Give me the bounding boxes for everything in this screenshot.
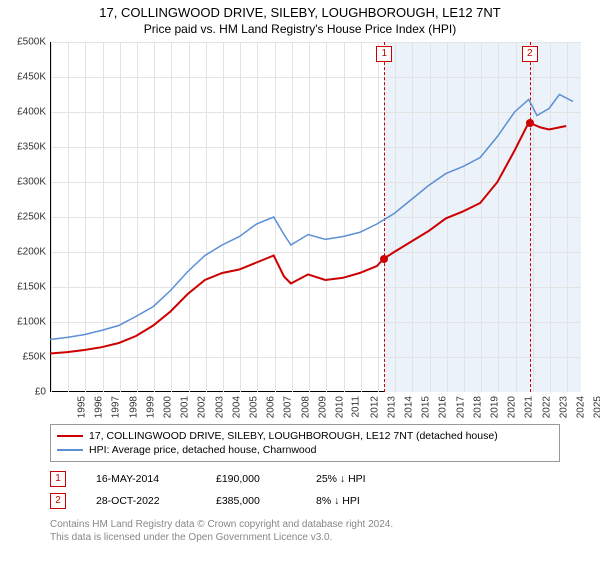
xtick-label: 1998 [128, 396, 139, 418]
event-price: £385,000 [216, 495, 286, 507]
xtick-label: 1996 [93, 396, 104, 418]
chart-lines [50, 42, 580, 392]
event-table: 1 16-MAY-2014 £190,000 25% ↓ HPI 2 28-OCT-202… [50, 468, 600, 512]
ytick-label: £100K [17, 317, 46, 328]
ytick-label: £350K [17, 142, 46, 153]
event-delta: 8% ↓ HPI [316, 495, 396, 507]
ytick-label: £500K [17, 37, 46, 48]
xtick-label: 2001 [179, 396, 190, 418]
xtick-label: 2022 [541, 396, 552, 418]
footer-line: Contains HM Land Registry data © Crown c… [50, 518, 600, 531]
xtick-label: 2010 [334, 396, 345, 418]
legend-swatch [57, 435, 83, 437]
legend-swatch [57, 449, 83, 451]
legend-label: HPI: Average price, detached house, Char… [89, 444, 316, 456]
ytick-label: £400K [17, 107, 46, 118]
xtick-label: 1997 [111, 396, 122, 418]
event-row: 2 28-OCT-2022 £385,000 8% ↓ HPI [50, 490, 600, 512]
event-delta: 25% ↓ HPI [316, 473, 396, 485]
ytick-label: £450K [17, 72, 46, 83]
ytick-label: £300K [17, 177, 46, 188]
chart-subtitle: Price paid vs. HM Land Registry's House … [0, 22, 600, 36]
chart: 12 £0£50K£100K£150K£200K£250K£300K£350K£… [50, 42, 580, 392]
xtick-label: 2012 [369, 396, 380, 418]
xtick-label: 2016 [438, 396, 449, 418]
xtick-label: 2023 [558, 396, 569, 418]
xtick-label: 2002 [197, 396, 208, 418]
event-row: 1 16-MAY-2014 £190,000 25% ↓ HPI [50, 468, 600, 490]
series-hpi [50, 95, 573, 340]
xtick-label: 2004 [231, 396, 242, 418]
xtick-label: 2018 [472, 396, 483, 418]
ytick-label: £150K [17, 282, 46, 293]
ytick-label: £200K [17, 247, 46, 258]
legend-label: 17, COLLINGWOOD DRIVE, SILEBY, LOUGHBORO… [89, 430, 498, 442]
xtick-label: 2024 [575, 396, 586, 418]
legend-row: HPI: Average price, detached house, Char… [57, 443, 553, 457]
ytick-label: £250K [17, 212, 46, 223]
xtick-label: 2020 [506, 396, 517, 418]
xtick-label: 2014 [403, 396, 414, 418]
ytick-label: £0 [35, 387, 46, 398]
event-price: £190,000 [216, 473, 286, 485]
xtick-label: 2017 [455, 396, 466, 418]
xtick-label: 2006 [266, 396, 277, 418]
xtick-label: 1999 [145, 396, 156, 418]
ytick-label: £50K [23, 352, 46, 363]
event-number: 2 [50, 493, 66, 509]
xtick-label: 2000 [162, 396, 173, 418]
xtick-label: 1995 [76, 396, 87, 418]
footer-line: This data is licensed under the Open Gov… [50, 531, 600, 544]
xtick-label: 2003 [214, 396, 225, 418]
chart-title: 17, COLLINGWOOD DRIVE, SILEBY, LOUGHBORO… [0, 5, 600, 20]
xtick-label: 2021 [524, 396, 535, 418]
xtick-label: 2013 [386, 396, 397, 418]
xtick-label: 2005 [248, 396, 259, 418]
event-date: 28-OCT-2022 [96, 495, 186, 507]
xtick-label: 2008 [300, 396, 311, 418]
legend-row: 17, COLLINGWOOD DRIVE, SILEBY, LOUGHBORO… [57, 429, 553, 443]
xtick-label: 2011 [351, 396, 362, 418]
footer-attribution: Contains HM Land Registry data © Crown c… [50, 518, 600, 544]
xtick-label: 2015 [420, 396, 431, 418]
event-date: 16-MAY-2014 [96, 473, 186, 485]
event-number: 1 [50, 471, 66, 487]
xtick-label: 2019 [489, 396, 500, 418]
xtick-label: 2025 [592, 396, 600, 418]
xtick-label: 2007 [283, 396, 294, 418]
xtick-label: 2009 [317, 396, 328, 418]
series-price_paid [50, 123, 566, 354]
legend: 17, COLLINGWOOD DRIVE, SILEBY, LOUGHBORO… [50, 424, 560, 462]
